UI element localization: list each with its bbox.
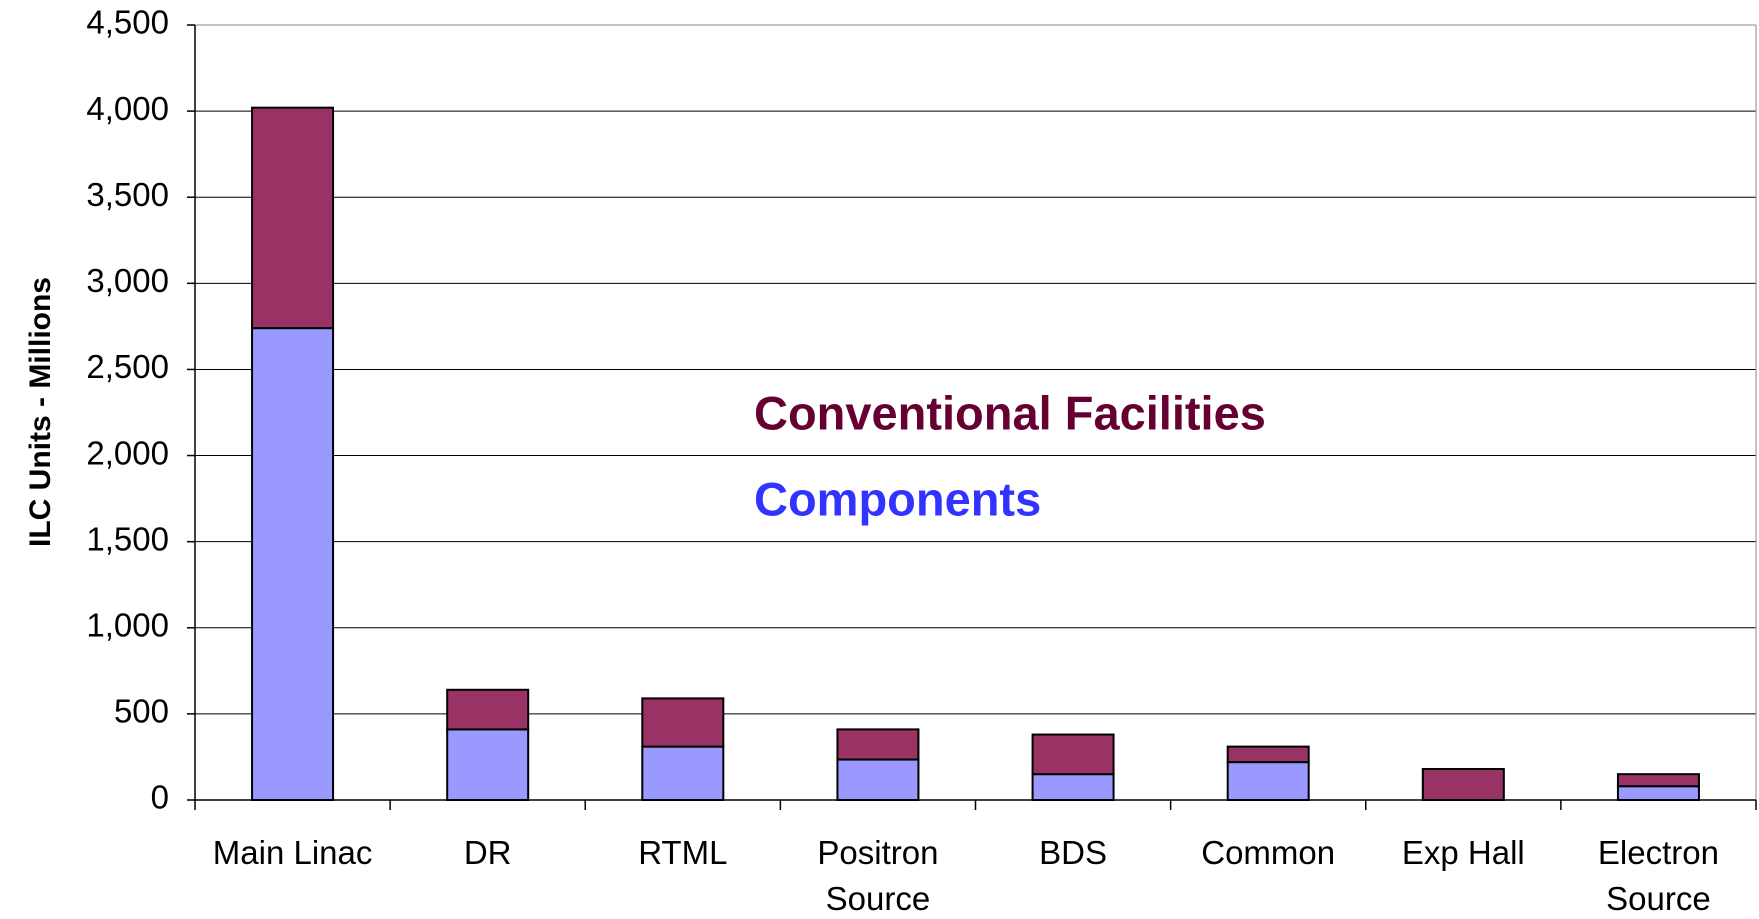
bar-segment: [251, 106, 335, 330]
y-tick-label: 500: [114, 693, 169, 730]
bar-segment: [446, 728, 530, 802]
x-tick-label: Positron Source: [817, 834, 939, 917]
bar-segment: [1031, 733, 1115, 776]
y-tick-label: 4,500: [86, 4, 169, 41]
x-tick-label: Main Linac: [212, 834, 373, 871]
x-tick-label: Common: [1201, 834, 1336, 871]
x-tick-label: DR: [463, 834, 512, 871]
bar-segment: [836, 728, 920, 761]
y-tick-label: 4,000: [86, 90, 169, 127]
bar-segment: [1226, 745, 1310, 764]
bar-segment: [641, 697, 725, 748]
y-tick-label: 2,000: [86, 434, 169, 471]
x-tick-label: RTML: [638, 834, 728, 871]
bar-segment: [1616, 785, 1700, 802]
bar-segment: [836, 758, 920, 801]
y-tick-label: 0: [151, 779, 169, 816]
legend-label: Components: [754, 472, 1041, 525]
bar-segment: [1616, 773, 1700, 788]
y-tick-label: 1,500: [86, 520, 169, 557]
bar-segment: [1226, 761, 1310, 801]
y-axis-label: ILC Units - Millions: [24, 277, 57, 547]
bar-segment: [1031, 773, 1115, 802]
bar-segment: [446, 688, 530, 731]
bar-segment: [641, 745, 725, 801]
x-tick-label: BDS: [1039, 834, 1107, 871]
y-tick-label: 3,000: [86, 262, 169, 299]
y-tick-label: 2,500: [86, 348, 169, 385]
y-tick-label: 1,000: [86, 606, 169, 643]
y-tick-label: 3,500: [86, 176, 169, 213]
x-tick-label: Electron Source: [1597, 834, 1719, 917]
bar-segment: [251, 327, 335, 801]
bar-segment: [1421, 768, 1505, 801]
legend-label: Conventional Facilities: [754, 386, 1266, 439]
x-tick-label: Exp Hall: [1401, 834, 1525, 871]
